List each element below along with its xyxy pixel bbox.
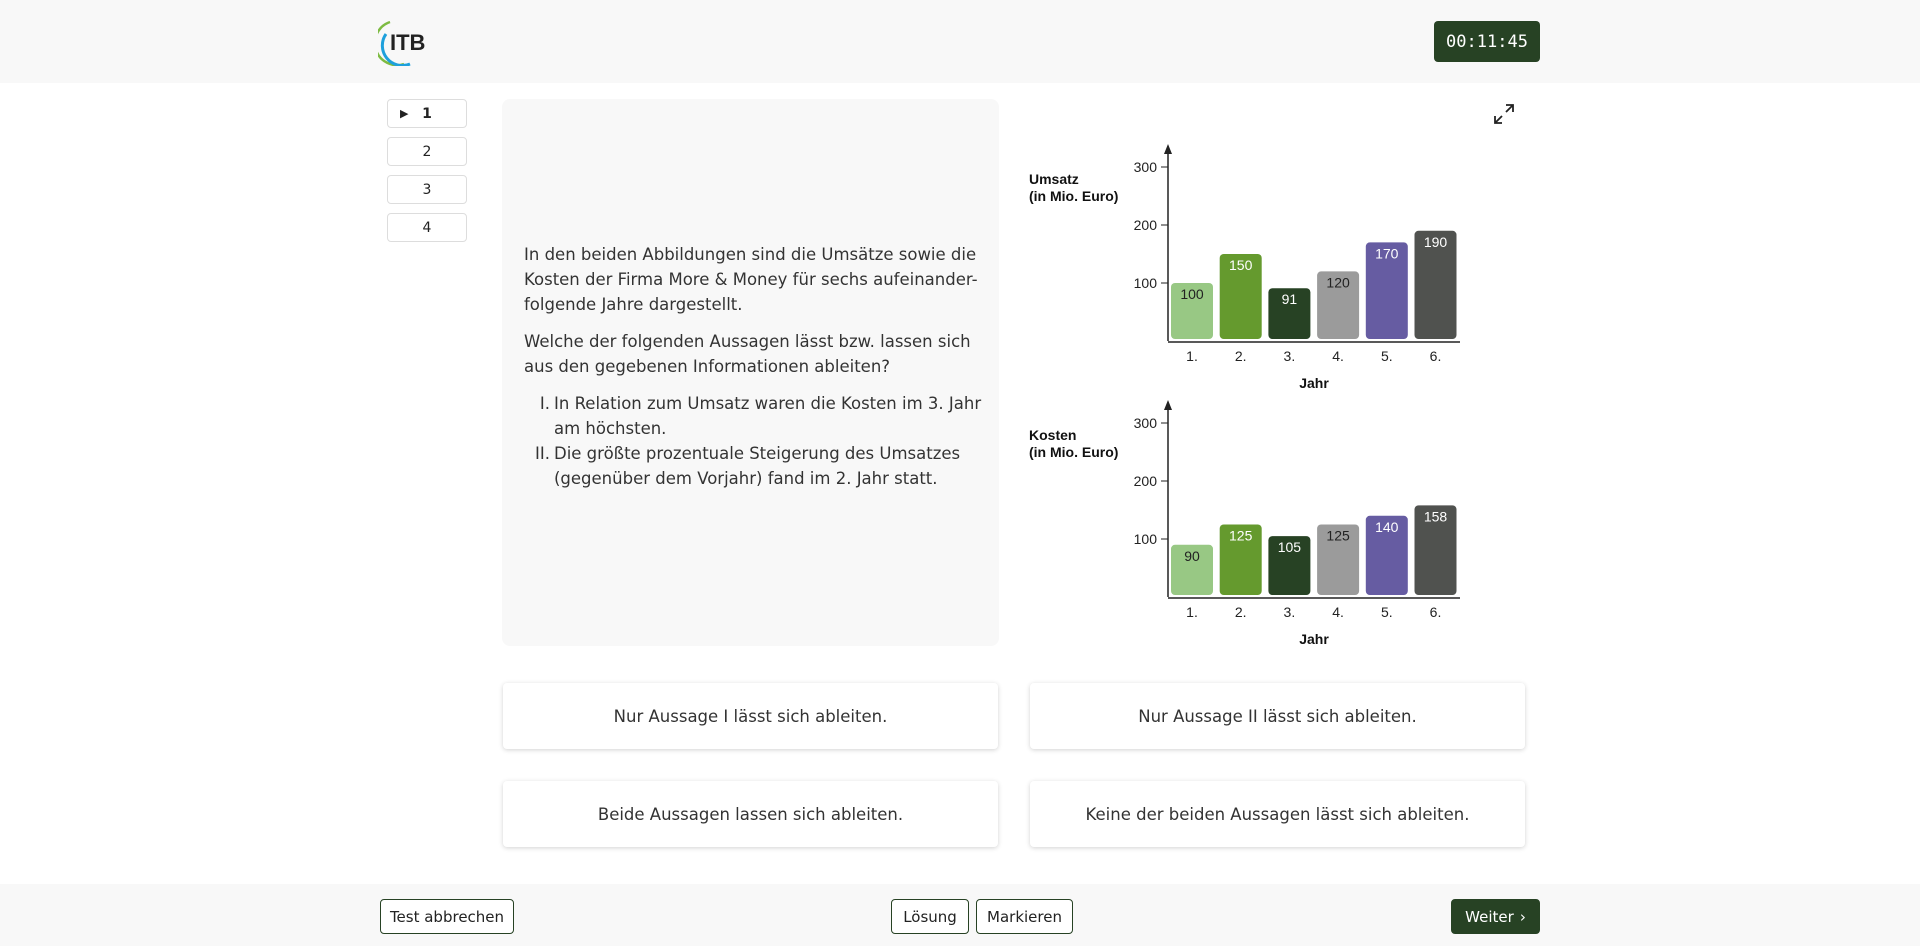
bar-value-label: 125 [1229,528,1253,544]
bar-value-label: 90 [1184,548,1200,564]
x-tick-label: 5. [1381,604,1393,620]
question-intro: In den beiden Abbildungen sind die Umsät… [524,245,978,314]
costs-chart: Kosten(in Mio. Euro) 100 200 300 90 1. 125 2. 10… [1029,400,1460,646]
statement-number: I. [539,394,550,413]
x-tick-label: 1. [1186,604,1198,620]
next-button[interactable]: Weiter › [1451,899,1540,934]
mark-button[interactable]: Markieren [976,899,1073,934]
bar [1365,242,1408,339]
nav-label: 1 [422,105,432,122]
answer-option-4[interactable]: Keine der beiden Aussagen lässt sich abl… [1030,781,1525,847]
bar-value-label: 105 [1278,539,1302,555]
y-tick-label: 100 [1134,531,1158,547]
question-panel: In den beiden Abbildungen sind die Umsät… [502,99,999,646]
statement-item: II. Die größte prozentuale Steigerung des… [524,441,984,491]
statement-text: Die größte prozentuale Steigerung des Um… [554,444,961,488]
x-tick-label: 3. [1284,604,1296,620]
y-axis-title: Kosten [1029,427,1076,443]
bar [1414,505,1457,595]
header: ITB 00:11:45 [0,0,1920,83]
play-arrow-icon: ▶ [400,107,409,120]
next-label: Weiter [1465,907,1514,926]
x-tick-label: 2. [1235,348,1247,364]
bar-value-label: 120 [1326,274,1350,290]
x-axis-title: Jahr [1299,631,1329,646]
y-axis-unit: (in Mio. Euro) [1029,188,1118,204]
bar [1171,544,1213,595]
x-tick-label: 6. [1430,604,1442,620]
y-tick-label: 100 [1134,275,1158,291]
question-nav-1[interactable]: ▶ 1 [387,99,467,128]
timer: 00:11:45 [1434,21,1540,62]
bar-value-label: 150 [1229,257,1253,273]
bar-value-label: 91 [1282,291,1298,307]
statement-item: I. In Relation zum Umsatz waren die Koste… [524,391,984,441]
statement-text: In Relation zum Umsatz waren die Kosten … [554,394,982,438]
x-tick-label: 2. [1235,604,1247,620]
y-tick-label: 300 [1134,415,1158,431]
bar [1317,524,1360,595]
bar [1414,230,1457,339]
x-tick-label: 4. [1332,604,1344,620]
revenue-chart: Umsatz(in Mio. Euro) 100 200 300 100 1. 150 2. 9… [1029,144,1460,390]
bar-value-label: 190 [1424,234,1448,250]
y-tick-label: 200 [1134,217,1158,233]
answer-option-1[interactable]: Nur Aussage I lässt sich ableiten. [503,683,998,749]
question-nav-4[interactable]: 4 [387,213,467,242]
bar-value-label: 140 [1375,519,1399,535]
answer-option-2[interactable]: Nur Aussage II lässt sich ableiten. [1030,683,1525,749]
bar [1268,536,1311,595]
bar [1171,283,1213,339]
bar [1219,524,1262,595]
question-prompt: Welche der folgenden Aussagen lässt bzw.… [524,332,971,376]
chevron-right-icon: › [1519,907,1526,926]
statement-list: I. In Relation zum Umsatz waren die Koste… [524,391,984,491]
question-nav-2[interactable]: 2 [387,137,467,166]
answer-option-3[interactable]: Beide Aussagen lassen sich ableiten. [503,781,998,847]
y-axis-title: Umsatz [1029,171,1079,187]
question-nav-3[interactable]: 3 [387,175,467,204]
solution-button[interactable]: Lösung [891,899,969,934]
nav-label: 2 [422,143,432,160]
x-tick-label: 6. [1430,348,1442,364]
bar-value-label: 125 [1326,528,1350,544]
logo-text: ITB [390,30,426,55]
bar [1317,271,1360,339]
itb-logo: ITB [373,20,430,68]
x-tick-label: 1. [1186,348,1198,364]
bar [1365,515,1408,595]
statement-number: II. [535,444,550,463]
nav-label: 4 [422,219,432,236]
cancel-test-button[interactable]: Test abbrechen [380,899,514,934]
bar [1268,288,1311,339]
bar-value-label: 158 [1424,508,1448,524]
x-tick-label: 5. [1381,348,1393,364]
y-axis-arrow-icon [1164,400,1172,410]
x-tick-label: 3. [1284,348,1296,364]
bar [1219,254,1262,339]
y-tick-label: 200 [1134,473,1158,489]
y-axis-arrow-icon [1164,144,1172,154]
nav-label: 3 [422,181,432,198]
bar-value-label: 100 [1180,286,1204,302]
y-tick-label: 300 [1134,159,1158,175]
bar-value-label: 170 [1375,245,1399,261]
expand-icon[interactable] [1492,102,1516,126]
x-tick-label: 4. [1332,348,1344,364]
x-axis-title: Jahr [1299,375,1329,390]
y-axis-unit: (in Mio. Euro) [1029,444,1118,460]
